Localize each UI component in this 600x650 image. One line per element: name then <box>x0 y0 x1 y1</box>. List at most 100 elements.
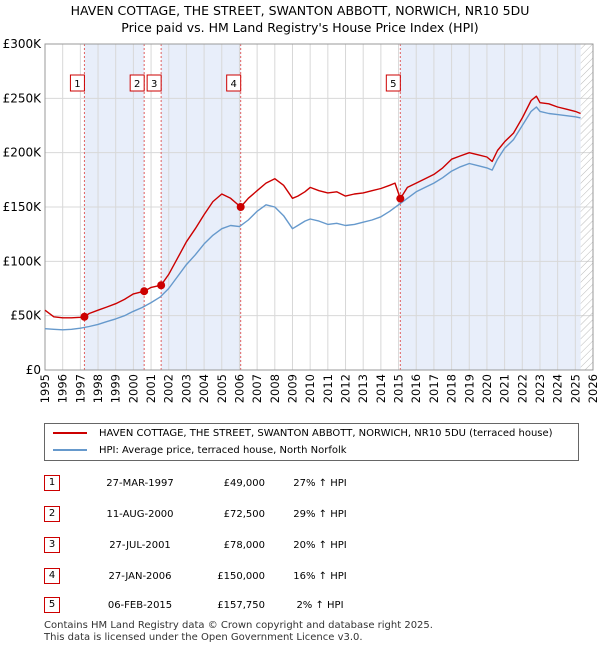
x-tick-label: 2003 <box>179 374 193 403</box>
sale-point <box>157 281 166 290</box>
x-tick-label: 2001 <box>144 374 158 403</box>
footer-licence: This data is licensed under the Open Gov… <box>44 632 363 643</box>
legend-swatch-hpi <box>53 449 87 451</box>
x-tick-label: 2004 <box>197 374 211 403</box>
x-tick-label: 2013 <box>356 374 370 403</box>
x-tick-label: 2014 <box>374 374 388 403</box>
sale-number-badge: 5 <box>44 597 60 613</box>
chart-subtitle: Price paid vs. HM Land Registry's House … <box>121 20 479 35</box>
axes <box>44 43 594 371</box>
x-tick-label: 2026 <box>586 374 600 403</box>
y-tick-label: £250K <box>3 91 43 105</box>
sale-label-box <box>129 74 145 92</box>
sale-hpi-diff: 2% ↑ HPI <box>296 600 344 611</box>
y-tick-labels: £0 £50K £100K £150K £200K £250K £300K <box>3 37 43 377</box>
x-tick-label: 2009 <box>285 374 299 403</box>
sale-label: 4 <box>231 79 237 90</box>
y-tick-label: £150K <box>3 200 43 214</box>
table-row: 3 27-JUL-2001 £78,000 20% ↑ HPI <box>0 537 600 557</box>
x-tick-label: 2015 <box>392 374 406 403</box>
x-tick-label: 1999 <box>109 374 123 403</box>
sale-price: £157,750 <box>217 600 265 611</box>
x-tick-label: 2020 <box>480 374 494 403</box>
sale-point <box>236 203 245 211</box>
series-lines <box>44 95 581 331</box>
x-tick-label: 2018 <box>445 374 459 403</box>
sale-price: £72,500 <box>223 509 265 520</box>
x-tick-labels: 1995 1996 1997 1998 1999 2000 2001 2002 2003 2004… <box>38 374 600 403</box>
x-tick-label: 2005 <box>215 374 229 403</box>
x-tick-label: 2000 <box>126 374 140 403</box>
sale-date: 27-JAN-2006 <box>108 571 172 582</box>
sale-number-badge: 4 <box>44 568 60 584</box>
x-tick-label: 2012 <box>339 374 353 403</box>
legend-label-hpi: HPI: Average price, terraced house, Nort… <box>99 445 347 456</box>
sale-number-badge: 1 <box>44 475 60 491</box>
sale-price: £150,000 <box>217 571 265 582</box>
sale-label: 5 <box>390 79 396 90</box>
y-tick-label: £300K <box>3 37 43 51</box>
legend-item-hpi: HPI: Average price, terraced house, Nort… <box>53 443 347 459</box>
series-line <box>44 95 581 319</box>
sale-label-box <box>385 74 401 92</box>
sale-label: 2 <box>134 79 140 90</box>
x-tick-label: 1996 <box>56 374 70 403</box>
y-tick-label: £50K <box>10 309 42 323</box>
future-hatch-area <box>580 44 593 370</box>
sale-point <box>80 312 89 321</box>
x-tick-label: 2017 <box>427 374 441 403</box>
sale-label-box <box>226 74 242 92</box>
sale-hpi-diff: 20% ↑ HPI <box>293 540 347 551</box>
sale-label-box <box>146 74 162 92</box>
x-tick-label: 2021 <box>498 374 512 403</box>
sale-date: 27-MAR-1997 <box>106 478 174 489</box>
sale-hpi-diff: 27% ↑ HPI <box>293 478 347 489</box>
x-tick-label: 2025 <box>568 374 582 403</box>
table-row: 2 11-AUG-2000 £72,500 29% ↑ HPI <box>0 506 600 526</box>
x-tick-label: 2023 <box>533 374 547 403</box>
sale-points <box>80 194 405 321</box>
sale-price: £49,000 <box>223 478 265 489</box>
x-tick-label: 1995 <box>38 374 52 403</box>
sale-label: 1 <box>74 79 80 90</box>
future-hatch <box>580 44 593 370</box>
sale-date: 06-FEB-2015 <box>107 600 173 611</box>
x-tick-label: 2006 <box>232 374 246 403</box>
y-tick-label: £0 <box>26 363 41 377</box>
x-tick-label: 2008 <box>268 374 282 403</box>
y-tick-label: £200K <box>3 146 43 160</box>
sale-label: 3 <box>151 79 157 90</box>
sale-price: £78,000 <box>223 540 265 551</box>
sale-number-badge: 3 <box>44 537 60 553</box>
table-row: 4 27-JAN-2006 £150,000 16% ↑ HPI <box>0 568 600 588</box>
sale-date: 11-AUG-2000 <box>106 509 174 520</box>
x-tick-label: 2016 <box>409 374 423 403</box>
x-tick-label: 2019 <box>462 374 476 403</box>
x-tick-label: 1998 <box>91 374 105 403</box>
series-line <box>44 106 581 331</box>
x-tick-label: 1997 <box>73 374 87 403</box>
table-row: 5 06-FEB-2015 £157,750 2% ↑ HPI <box>0 597 600 617</box>
plot-frame <box>44 43 594 371</box>
legend: HAVEN COTTAGE, THE STREET, SWANTON ABBOT… <box>44 423 579 461</box>
sale-label-box <box>69 74 85 92</box>
sale-number-badge: 2 <box>44 506 60 522</box>
x-tick-label: 2007 <box>250 374 264 403</box>
x-tick-label: 2011 <box>321 374 335 403</box>
y-tick-label: £100K <box>3 254 43 268</box>
legend-label-price: HAVEN COTTAGE, THE STREET, SWANTON ABBOT… <box>99 428 553 439</box>
x-tick-label: 2022 <box>515 374 529 403</box>
chart-title: HAVEN COTTAGE, THE STREET, SWANTON ABBOT… <box>70 3 530 18</box>
sale-hpi-diff: 29% ↑ HPI <box>293 509 347 520</box>
x-tick-label: 2010 <box>303 374 317 403</box>
sale-date: 27-JUL-2001 <box>109 540 171 551</box>
x-tick-label: 2002 <box>162 374 176 403</box>
sale-point <box>140 287 149 296</box>
table-row: 1 27-MAR-1997 £49,000 27% ↑ HPI <box>0 475 600 495</box>
sale-point <box>396 194 405 203</box>
x-tick-label: 2024 <box>551 374 565 403</box>
sale-hpi-diff: 16% ↑ HPI <box>293 571 347 582</box>
legend-item-price: HAVEN COTTAGE, THE STREET, SWANTON ABBOT… <box>53 426 553 442</box>
